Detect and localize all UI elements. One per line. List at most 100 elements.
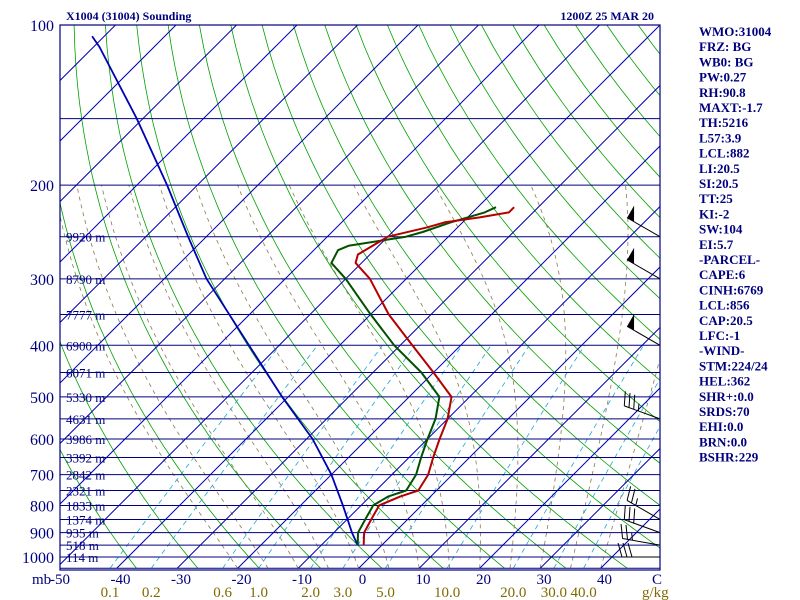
height-label: 9920 m <box>66 230 105 245</box>
stability-index-item: LCL:856 <box>699 298 750 313</box>
isotherm-line <box>418 326 660 569</box>
moist-adiabat <box>353 184 481 569</box>
stability-index-item: -PARCEL- <box>699 252 760 267</box>
wind-barb <box>617 542 660 558</box>
pressure-tick-label: 200 <box>30 178 54 195</box>
pressure-tick-label: 1000 <box>22 550 54 567</box>
temperature-tick-label: 40 <box>597 572 612 588</box>
moist-adiabat <box>237 184 420 569</box>
height-label: 1374 m <box>66 512 105 527</box>
wind-barb <box>620 524 661 546</box>
mixing-ratio-line <box>446 345 585 569</box>
wind-barb-feather <box>620 524 624 539</box>
temperature-tick-label: -30 <box>171 572 191 588</box>
stability-index-item: TH:5216 <box>699 115 749 130</box>
temperature-tick-label: -10 <box>292 572 312 588</box>
moist-adiabat <box>159 184 360 569</box>
wind-barb-feather <box>628 506 631 522</box>
stability-index-item: CAPE:6 <box>699 267 746 282</box>
wind-barb-half-feather <box>637 403 640 412</box>
parcel-trace <box>91 35 359 546</box>
pressure-tick-label: 900 <box>30 526 54 543</box>
wind-barb-staff <box>624 519 661 534</box>
pressure-tick-label: 700 <box>30 468 54 485</box>
height-label: 8790 m <box>66 272 105 287</box>
wind-barb-staff <box>624 405 661 420</box>
temperature-trace <box>354 206 515 546</box>
temperature-axis: -50 -40 -30 -20 -10 0 10 20 30 40 <box>50 572 612 588</box>
isotherm-line <box>60 25 177 142</box>
wind-barb-feather <box>630 488 636 504</box>
mixing-ratio-tick-label: 3.0 <box>333 585 352 600</box>
mixing-ratio-tick-label: 0.6 <box>213 585 232 600</box>
wind-barb-feather <box>623 505 626 520</box>
isotherm-line <box>176 84 660 569</box>
mixing-ratio-axis: 0.1 0.2 0.6 1.0 2.0 3.0 5.0 10.0 20.0 30.0 40.0 <box>101 585 597 600</box>
wind-barb-feather <box>628 393 631 408</box>
wind-barb-feather <box>633 394 636 410</box>
isotherm-line <box>60 25 479 445</box>
mixing-ratio-tick-label: 0.2 <box>142 585 161 600</box>
moist-adiabat <box>530 184 567 569</box>
stability-index-item: WMO:31004 <box>699 24 772 39</box>
stability-index-item: SHR+:0.0 <box>699 389 754 404</box>
mixing-ratio-line <box>583 425 660 569</box>
dry-adiabat <box>481 25 660 259</box>
dry-adiabat <box>60 448 137 569</box>
dry-adiabat <box>293 25 660 506</box>
isotherms <box>60 25 660 569</box>
wind-barb <box>626 205 661 238</box>
isotherm-line <box>358 266 660 569</box>
wind-barb-feather <box>617 542 623 558</box>
mixing-ratio-tick-label: 40.0 <box>570 585 596 600</box>
mixing-ratio-tick-label: 10.0 <box>434 585 460 600</box>
height-label: 935 m <box>66 526 99 541</box>
temperature-tick-label: -20 <box>232 572 252 588</box>
wind-barb-feather <box>625 524 628 540</box>
dry-adiabat <box>449 25 660 300</box>
height-label: 4631 m <box>66 412 105 427</box>
height-label: 518 m <box>66 538 99 553</box>
dry-adiabat <box>167 25 505 569</box>
wind-barb-feather <box>623 391 626 406</box>
wind-barbs <box>617 205 661 558</box>
dry-adiabat <box>355 25 660 423</box>
stability-index-item: WB0: BG <box>699 54 754 69</box>
isotherm-line <box>60 25 540 505</box>
height-label: 5330 m <box>66 390 105 405</box>
isotherm-line <box>60 25 600 566</box>
height-labels: 9920 m 8790 m 7777 m 6900 m 6071 m 5330 m 4631… <box>66 230 105 565</box>
dry-adiabat <box>60 200 260 569</box>
temperature-tick-label: 10 <box>416 572 431 588</box>
temperature-unit-label: C <box>652 572 662 588</box>
stability-index-item: KI:-2 <box>699 206 729 221</box>
pressure-tick-label: 600 <box>30 432 54 449</box>
pressure-axis: 100 200 300 400 500 600 700 800 900 1000 <box>22 18 54 567</box>
dewpoint-trace <box>330 206 497 546</box>
pressure-tick-label: 500 <box>30 390 54 407</box>
mixing-ratio-tick-label: 2.0 <box>301 585 320 600</box>
sounding-time: 1200Z 25 MAR 20 <box>560 9 654 23</box>
temperature-tick-label: 20 <box>476 572 491 588</box>
wind-barb-pennant <box>627 205 635 222</box>
isotherm-line <box>297 205 660 569</box>
dry-adiabat <box>136 25 444 569</box>
wind-barb-half-feather <box>631 532 633 541</box>
dry-adiabat <box>387 25 660 381</box>
wind-barb-staff <box>626 500 661 520</box>
stability-index-item: L57:3.9 <box>699 130 742 145</box>
height-label: 3986 m <box>66 432 105 447</box>
stability-index-item: SRDS:70 <box>699 404 750 419</box>
mixing-ratio-line <box>512 345 644 569</box>
isotherm-line <box>479 387 660 569</box>
temperature-tick-label: -40 <box>111 572 131 588</box>
pressure-tick-label: 800 <box>30 498 54 515</box>
wind-barb-staff <box>626 259 661 280</box>
moist-adiabat <box>76 185 269 569</box>
wind-barb <box>626 314 661 346</box>
stability-index-item: STM:224/24 <box>699 358 768 373</box>
moist-adiabat <box>288 184 450 569</box>
wind-barb <box>623 505 661 534</box>
temperature-tick-label: 30 <box>537 572 552 588</box>
mixing-ratio-line <box>222 345 383 569</box>
